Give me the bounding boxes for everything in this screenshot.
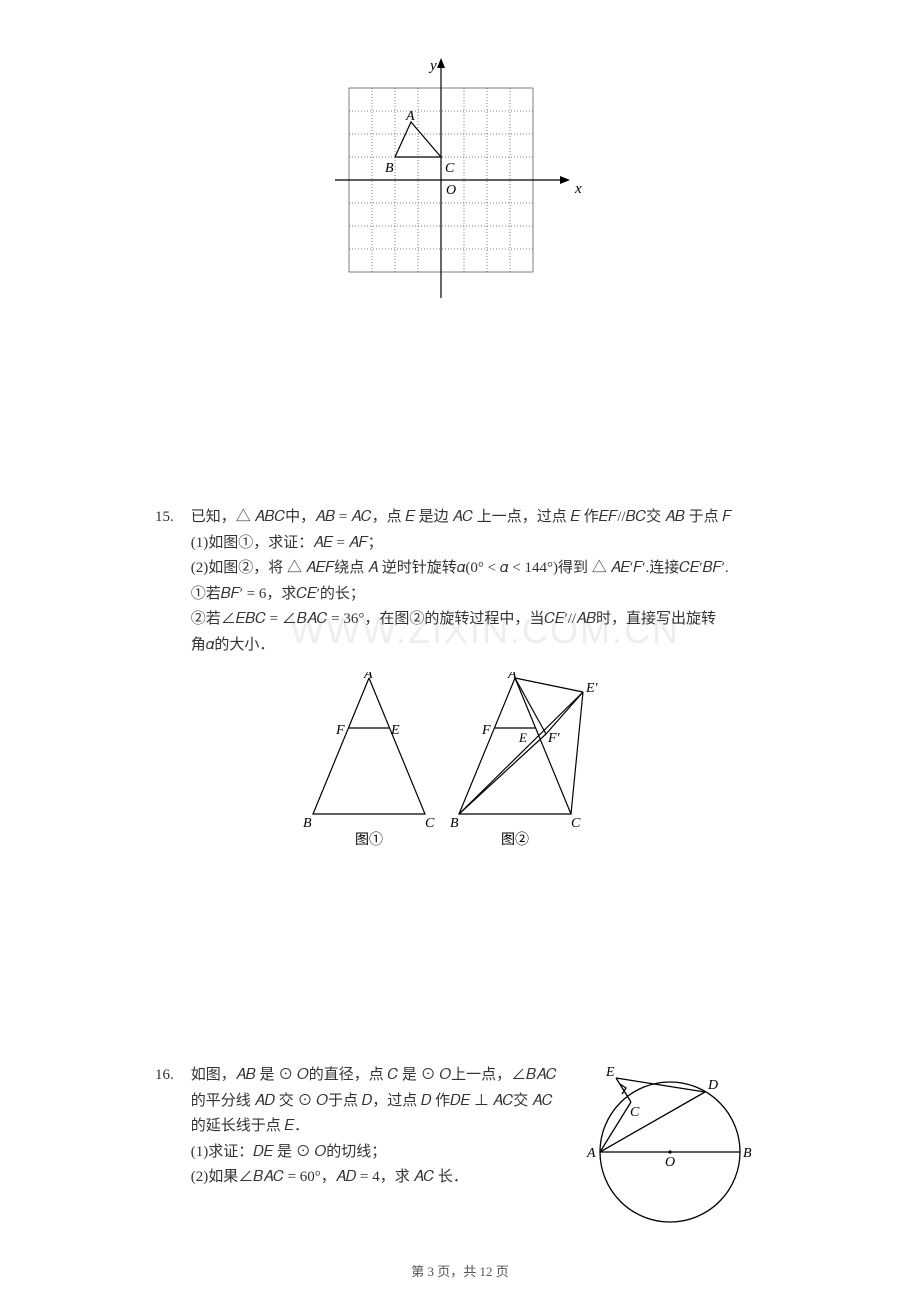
problem-15: 15. 已知，△ 𝐴𝐵𝐶中，𝐴𝐵 = 𝐴𝐶，点 𝐸 是边 𝐴𝐶 上一点，过点 𝐸… bbox=[155, 505, 775, 658]
footer-b: 页，共 bbox=[434, 1264, 480, 1279]
fig2-B: B bbox=[450, 816, 459, 831]
fig1-C: C bbox=[425, 816, 435, 831]
fig2-E: E bbox=[518, 730, 527, 745]
circ-C: C bbox=[630, 1105, 640, 1120]
footer-total: 12 bbox=[480, 1264, 493, 1279]
origin-label: O bbox=[446, 183, 456, 198]
p15-line1b: △ 𝐴𝐵𝐶中，𝐴𝐵 = 𝐴𝐶，点 𝐸 是边 𝐴𝐶 上一点，过点 𝐸 作𝐸𝐹//𝐵… bbox=[236, 509, 732, 525]
fig1-triangle bbox=[313, 678, 425, 814]
figure-coordinate-grid: y x O A B C bbox=[335, 58, 595, 313]
problem-16-number: 16. bbox=[155, 1063, 187, 1089]
circ-E: E bbox=[605, 1065, 615, 1080]
p15-line1a: 已知， bbox=[191, 509, 236, 525]
center-dot bbox=[668, 1150, 671, 1153]
p16-line5: (2)如果∠𝐵𝐴𝐶 = 60°，𝐴𝐷 = 4，求 𝐴𝐶 长． bbox=[191, 1169, 468, 1185]
p16-line4: (1)求证：𝐷𝐸 是 ⊙ 𝑂的切线； bbox=[191, 1144, 386, 1160]
problem-16-body: 如图，𝐴𝐵 是 ⊙ 𝑂的直径，点 𝐶 是 ⊙ 𝑂上一点，∠𝐵𝐴𝐶 的平分线 𝐴𝐷… bbox=[191, 1063, 571, 1191]
fig1-caption: 图① bbox=[355, 832, 383, 848]
footer-c: 页 bbox=[493, 1264, 509, 1279]
line-ce bbox=[616, 1078, 631, 1102]
axis-y-label: y bbox=[428, 58, 437, 74]
figure-triangles: A F E B C 图① A F E F′ E′ B bbox=[303, 672, 623, 862]
p16-line2: 的平分线 𝐴𝐷 交 ⊙ 𝑂于点 𝐷，过点 𝐷 作𝐷𝐸 ⊥ 𝐴𝐶交 𝐴𝐶 bbox=[191, 1093, 553, 1109]
fig2-C: C bbox=[571, 816, 581, 831]
p15-line2: (1)如图①，求证：𝐴𝐸 = 𝐴𝐹； bbox=[191, 535, 383, 551]
p16-line3: 的延长线于点 𝐸． bbox=[191, 1118, 309, 1134]
figure-circle: A B C D E O bbox=[570, 1062, 770, 1237]
point-b-label: B bbox=[385, 161, 394, 176]
p15-line3: (2)如图②，将 △ 𝐴𝐸𝐹绕点 𝐴 逆时针旋转𝛼(0° < 𝛼 < 144°)… bbox=[191, 560, 729, 576]
problem-15-body: 已知，△ 𝐴𝐵𝐶中，𝐴𝐵 = 𝐴𝐶，点 𝐸 是边 𝐴𝐶 上一点，过点 𝐸 作𝐸𝐹… bbox=[191, 505, 771, 658]
p16-line1: 如图，𝐴𝐵 是 ⊙ 𝑂的直径，点 𝐶 是 ⊙ 𝑂上一点，∠𝐵𝐴𝐶 bbox=[191, 1067, 557, 1083]
point-a-label: A bbox=[405, 109, 415, 124]
triangles-svg: A F E B C 图① A F E F′ E′ B bbox=[303, 672, 623, 857]
x-axis-arrow bbox=[560, 176, 570, 184]
circle-svg: A B C D E O bbox=[570, 1062, 770, 1232]
circ-O: O bbox=[665, 1155, 675, 1170]
y-axis-arrow bbox=[437, 58, 445, 68]
p15-line4: ①若𝐵𝐹′ = 6，求𝐶𝐸′的长； bbox=[191, 586, 365, 602]
p15-line5: ②若∠𝐸𝐵𝐶 = ∠𝐵𝐴𝐶 = 36°，在图②的旋转过程中，当𝐶𝐸′//𝐴𝐵时，… bbox=[191, 611, 716, 627]
line-ad bbox=[600, 1092, 705, 1152]
fig1-B: B bbox=[303, 816, 312, 831]
fig2-F: F bbox=[481, 723, 491, 738]
problem-15-number: 15. bbox=[155, 505, 187, 531]
fig2-caption: 图② bbox=[501, 832, 529, 848]
circ-B: B bbox=[743, 1146, 752, 1161]
fig1-F: F bbox=[335, 723, 345, 738]
circ-A: A bbox=[586, 1146, 596, 1161]
fig1-A: A bbox=[363, 672, 373, 682]
footer-a: 第 bbox=[411, 1264, 427, 1279]
circ-D: D bbox=[707, 1078, 718, 1093]
fig2-Eprime: E′ bbox=[585, 681, 599, 696]
p15-line6: 角𝛼的大小． bbox=[191, 637, 275, 653]
fig2-A: A bbox=[507, 672, 517, 682]
fig2-Fprime: F′ bbox=[547, 731, 561, 746]
grid-svg: y x O A B C bbox=[335, 58, 595, 308]
page-footer: 第 3 页，共 12 页 bbox=[0, 1261, 920, 1280]
point-c-label: C bbox=[445, 161, 455, 176]
fig1-E: E bbox=[390, 723, 400, 738]
axis-x-label: x bbox=[574, 181, 582, 197]
fig2-triangle bbox=[459, 678, 583, 814]
